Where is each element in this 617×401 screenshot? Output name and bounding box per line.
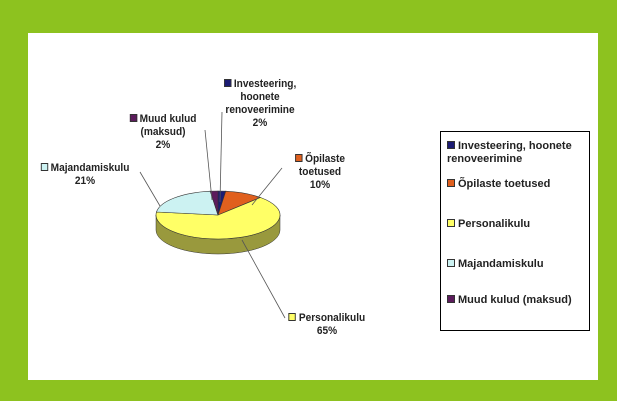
- legend-marker: [447, 141, 455, 149]
- label-value: 2%: [155, 139, 171, 151]
- legend-item: Personalikulu: [447, 218, 587, 231]
- legend-label: Personalikulu: [458, 218, 531, 230]
- data-label: Majandamiskulu 21%: [34, 162, 135, 188]
- leader-line: [251, 167, 283, 206]
- legend-item: Õpilaste toetused: [447, 178, 587, 191]
- legend-item: Investeering, hoonete renoveerimine: [447, 140, 587, 166]
- data-label: Õpilaste toetused 10%: [274, 153, 366, 192]
- label-name: Õpilaste toetused: [298, 153, 346, 178]
- label-name: Muud kulud (maksud): [139, 113, 197, 138]
- label-marker: [294, 154, 303, 162]
- legend-label: Investeering, hoonete renoveerimine: [447, 140, 572, 165]
- pie-slice: [155, 197, 281, 240]
- leader-line: [219, 111, 223, 203]
- label-marker: [223, 79, 232, 87]
- legend: Investeering, hoonete renoveerimine Õpila…: [440, 131, 590, 331]
- label-name: Investeering, hoonete renoveerimine: [225, 78, 297, 116]
- label-value: 10%: [309, 179, 331, 191]
- legend-marker: [447, 295, 455, 303]
- label-name: Personalikulu: [298, 312, 366, 324]
- leader-line: [139, 171, 161, 207]
- legend-marker: [447, 179, 455, 187]
- legend-label: Majandamiskulu: [458, 258, 544, 270]
- label-marker: [40, 163, 48, 171]
- label-value: 65%: [316, 325, 338, 337]
- data-label: Muud kulud (maksud) 2%: [122, 113, 205, 152]
- leader-line: [241, 239, 286, 319]
- legend-marker: [447, 219, 455, 227]
- label-value: 21%: [74, 175, 96, 187]
- legend-label: Muud kulud (maksud): [458, 294, 572, 306]
- legend-item: Majandamiskulu: [447, 258, 587, 271]
- pie-slice: [209, 190, 219, 216]
- legend-label: Õpilaste toetused: [458, 178, 551, 190]
- leader-line: [204, 129, 213, 201]
- data-label: Personalikulu 65%: [286, 312, 369, 338]
- label-marker: [129, 114, 137, 122]
- legend-item: Muud kulud (maksud): [447, 294, 587, 307]
- label-marker: [288, 313, 297, 321]
- label-value: 2%: [252, 117, 268, 129]
- label-name: Majandamiskulu: [50, 162, 130, 174]
- legend-marker: [447, 259, 455, 267]
- pie-slice: [156, 190, 219, 216]
- data-label: Investeering, hoonete renoveerimine 2%: [209, 78, 310, 130]
